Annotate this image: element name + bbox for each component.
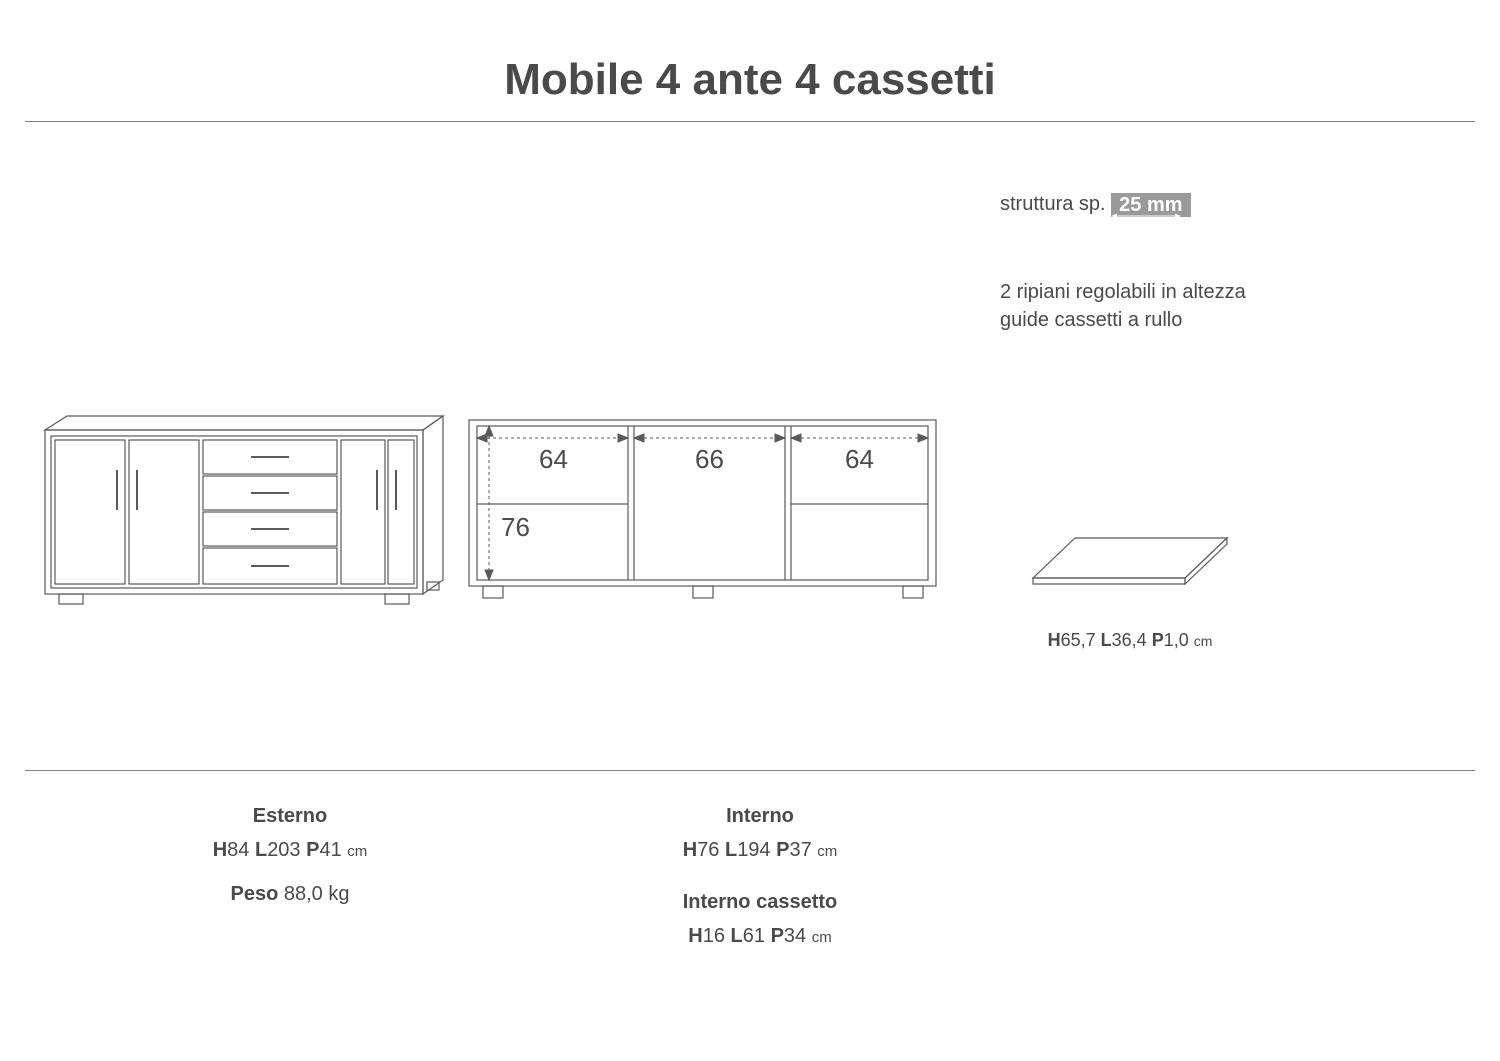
interno-L: 194 — [737, 839, 770, 861]
thickness-badge-text: 25 mm — [1119, 194, 1182, 216]
interno-unit: cm — [817, 843, 837, 860]
dim-height: 76 — [501, 512, 530, 542]
cassetto-dims: H16 L61 P34 cm — [555, 919, 965, 953]
cassetto-L: 61 — [743, 925, 765, 947]
shelf-H: 65,7 — [1061, 630, 1096, 650]
cassetto-L-label: L — [731, 925, 743, 947]
interno-L-label: L — [725, 839, 737, 861]
esterno-peso: Peso 88,0 kg — [85, 877, 495, 911]
shelf-P: 1,0 — [1164, 630, 1189, 650]
esterno-dims: H84 L203 P41 cm — [85, 833, 495, 867]
esterno-P-label: P — [306, 839, 319, 861]
interno-title: Interno — [555, 799, 965, 833]
structure-label: struttura sp. — [1000, 193, 1106, 215]
spec-interno: Interno H76 L194 P37 cm Interno cassetto… — [545, 799, 975, 953]
interno-H: 76 — [697, 839, 719, 861]
shelf-H-label: H — [1048, 630, 1061, 650]
front-view-drawing — [25, 410, 445, 610]
dim-w1: 64 — [539, 444, 568, 474]
cassetto-title: Interno cassetto — [555, 885, 965, 919]
cassetto-H: 16 — [703, 925, 725, 947]
cassetto-P-label: P — [771, 925, 784, 947]
interno-P-label: P — [776, 839, 789, 861]
spec-esterno: Esterno H84 L203 P41 cm Peso 88,0 kg — [75, 799, 505, 953]
dim-w2: 66 — [695, 444, 724, 474]
cassetto-H-label: H — [688, 925, 702, 947]
esterno-H: 84 — [227, 839, 249, 861]
cassetto-P: 34 — [784, 925, 806, 947]
thickness-badge: 25 mm — [1111, 193, 1190, 217]
peso-value: 88,0 kg — [284, 883, 350, 905]
esterno-L-label: L — [255, 839, 267, 861]
esterno-P: 41 — [319, 839, 341, 861]
esterno-L: 203 — [267, 839, 300, 861]
feature-line-2: guide cassetti a rullo — [1000, 306, 1450, 334]
notes-block: struttura sp. 25 mm 2 ripiani regolabili… — [1000, 190, 1450, 334]
esterno-unit: cm — [347, 843, 367, 860]
structure-note: struttura sp. 25 mm — [1000, 190, 1450, 218]
shelf-drawing — [1025, 520, 1235, 610]
specs-block: Esterno H84 L203 P41 cm Peso 88,0 kg Int… — [25, 770, 1475, 953]
dim-w3: 64 — [845, 444, 874, 474]
drawings-area: 76 64 66 64 H65,7 L36,4 P1,0 — [25, 410, 1475, 670]
shelf-L: 36,4 — [1112, 630, 1147, 650]
shelf-unit: cm — [1194, 633, 1213, 649]
cassetto-unit: cm — [812, 929, 832, 946]
internal-view-drawing: 76 64 66 64 — [465, 416, 940, 606]
shelf-L-label: L — [1101, 630, 1112, 650]
esterno-H-label: H — [213, 839, 227, 861]
divider-top — [25, 121, 1475, 122]
interno-dims: H76 L194 P37 cm — [555, 833, 965, 867]
interno-H-label: H — [683, 839, 697, 861]
interno-P: 37 — [789, 839, 811, 861]
esterno-title: Esterno — [85, 799, 495, 833]
shelf-P-label: P — [1152, 630, 1164, 650]
divider-bottom — [25, 770, 1475, 771]
shelf-dim-line: H65,7 L36,4 P1,0 cm — [1025, 630, 1235, 651]
page-title: Mobile 4 ante 4 cassetti — [0, 0, 1500, 121]
feature-line-1: 2 ripiani regolabili in altezza — [1000, 278, 1450, 306]
peso-label: Peso — [231, 883, 279, 905]
